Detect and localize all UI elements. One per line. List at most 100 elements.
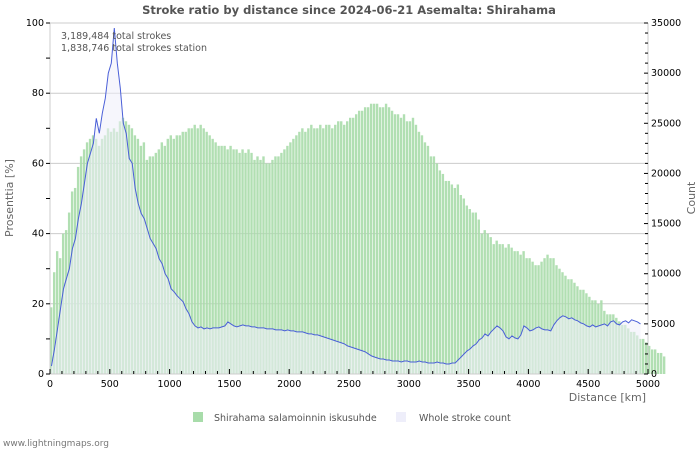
x-axis-label: Distance [km] [569, 391, 646, 404]
ratio-bar [277, 156, 280, 374]
ratio-bar [259, 159, 262, 374]
ratio-bar [363, 107, 367, 375]
y-axis-ticks: 0 20 40 60 80 100 [26, 18, 50, 380]
count-series [50, 27, 641, 374]
ratio-bar [444, 180, 448, 374]
ratio-bar [495, 240, 498, 374]
count-area [50, 28, 641, 374]
x-tick-label: 2000 [277, 379, 301, 390]
ratio-bar [441, 173, 445, 374]
x-tick-label: 2500 [337, 379, 361, 390]
ratio-bar [360, 110, 364, 374]
ratio-bar [528, 258, 531, 374]
ratio-bar [375, 103, 379, 374]
y-tick-label: 100 [26, 18, 44, 29]
ratio-bar [546, 254, 549, 374]
y2-tick-label: 20000 [651, 168, 681, 179]
y-tick-label: 60 [32, 158, 44, 169]
ratio-bar [468, 209, 471, 374]
x-tick-label: 4500 [576, 379, 600, 390]
x-axis-ticks: 0 500 1000 1500 2000 2500 3000 3500 4000 4500 5000 [47, 369, 660, 390]
ratio-bar [507, 244, 510, 374]
ratio-bar [175, 135, 178, 374]
x-tick-label: 3500 [457, 379, 481, 390]
ratio-bar [343, 124, 346, 374]
ratio-bar [656, 352, 660, 374]
ratio-bar [549, 258, 552, 374]
y2-tick-label: 5000 [651, 319, 675, 330]
ratio-bar [211, 138, 214, 374]
ratio-bar [357, 110, 361, 374]
ratio-bar [417, 131, 421, 374]
ratio-bar [525, 258, 528, 374]
ratio-bar [226, 149, 229, 374]
ratio-bar [501, 244, 504, 374]
x-tick-label: 0 [47, 379, 53, 390]
ratio-bar [474, 212, 477, 374]
ratio-bar [229, 145, 232, 374]
ratio-bar [313, 128, 316, 374]
y2-tick-label: 0 [651, 369, 657, 380]
ratio-bar [205, 131, 208, 374]
ratio-bar [492, 244, 495, 374]
ratio-bar [393, 114, 397, 374]
ratio-bar [387, 107, 391, 375]
ratio-bar [534, 265, 537, 374]
ratio-bar [426, 145, 430, 374]
ratio-bar [280, 152, 283, 374]
ratio-bar [489, 237, 492, 374]
ratio-bar [274, 156, 277, 374]
ratio-bar [325, 124, 328, 374]
station-strokes-annotation: 1,838,746 total strokes station [61, 43, 207, 54]
ratio-bar [642, 338, 645, 374]
ratio-bar [55, 251, 59, 374]
ratio-bar [187, 128, 190, 374]
y-tick-label: 80 [32, 88, 44, 99]
ratio-bar [247, 149, 250, 374]
ratio-bar [268, 163, 271, 374]
ratio-bar [292, 138, 295, 374]
x-tick-label: 4000 [516, 379, 540, 390]
y-tick-label: 40 [32, 229, 44, 240]
ratio-bar [340, 121, 343, 374]
ratio-bar [480, 233, 483, 374]
ratio-bar [351, 117, 355, 375]
ratio-bar [405, 121, 409, 374]
ratio-bar [414, 124, 418, 374]
x-tick-label: 500 [101, 379, 119, 390]
ratio-bar [172, 138, 175, 374]
ratio-bar [659, 352, 663, 374]
ratio-bar [650, 349, 654, 374]
credit-link[interactable]: www.lightningmaps.org [3, 439, 109, 449]
y-tick-label: 20 [32, 299, 44, 310]
ratio-bar [160, 142, 164, 374]
ratio-bar [552, 258, 555, 374]
ratio-bar [369, 103, 373, 374]
ratio-bar [429, 156, 433, 374]
ratio-bar [645, 342, 648, 374]
x-tick-label: 5000 [636, 379, 660, 390]
ratio-bar [253, 159, 256, 374]
ratio-bar [310, 124, 313, 374]
ratio-bar [522, 251, 525, 374]
ratio-bar [459, 194, 463, 374]
ratio-bar [531, 261, 534, 374]
ratio-bar [286, 145, 289, 374]
ratio-bar [447, 180, 451, 374]
y2-tick-label: 30000 [651, 68, 681, 79]
ratio-bar [510, 247, 513, 374]
ratio-bar [435, 163, 439, 374]
ratio-bar [513, 251, 516, 374]
ratio-bar [316, 128, 319, 374]
y2-tick-label: 10000 [651, 269, 681, 280]
ratio-bar [653, 349, 657, 374]
ratio-bar [346, 121, 349, 374]
ratio-bar [196, 128, 199, 374]
ratio-bar [214, 142, 217, 374]
ratio-bar [396, 114, 400, 374]
ratio-bar [283, 149, 286, 374]
ratio-bar [483, 230, 486, 374]
ratio-bar [423, 142, 427, 374]
ratio-bar [304, 131, 307, 374]
ratio-bar [52, 272, 56, 374]
